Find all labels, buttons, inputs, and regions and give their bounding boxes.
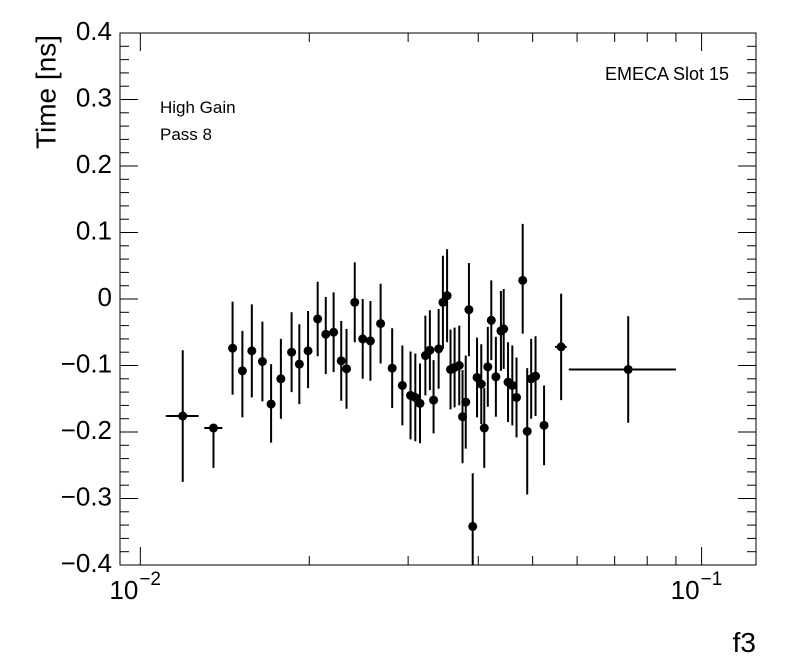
data-point bbox=[512, 392, 522, 402]
x-tick-label-base: 10 bbox=[109, 575, 138, 605]
data-point bbox=[294, 359, 304, 369]
data-point bbox=[266, 399, 276, 409]
data-point bbox=[531, 371, 541, 381]
data-point bbox=[425, 345, 435, 355]
data-point bbox=[434, 344, 444, 354]
data-point bbox=[507, 380, 517, 390]
data-point bbox=[522, 426, 532, 436]
data-point bbox=[313, 314, 323, 324]
data-point bbox=[438, 297, 448, 307]
y-axis-ticks bbox=[120, 32, 756, 566]
data-point bbox=[387, 363, 397, 373]
data-point bbox=[491, 372, 501, 382]
data-point bbox=[178, 411, 188, 421]
data-point bbox=[287, 347, 297, 357]
annotation-gain: High Gain bbox=[160, 98, 236, 117]
y-tick-label: 0.2 bbox=[76, 149, 112, 179]
x-tick-label-exponent: −1 bbox=[701, 569, 723, 590]
data-point bbox=[486, 315, 496, 325]
data-point bbox=[442, 291, 452, 301]
annotation-slot: EMECA Slot 15 bbox=[605, 64, 729, 84]
data-markers bbox=[178, 275, 633, 531]
data-point bbox=[539, 420, 549, 430]
data-point bbox=[342, 364, 352, 374]
annotation-pass: Pass 8 bbox=[160, 125, 212, 144]
data-point bbox=[276, 374, 286, 384]
data-point bbox=[350, 297, 360, 307]
data-point bbox=[499, 324, 509, 334]
data-point bbox=[483, 362, 493, 372]
y-tick-label: −0.1 bbox=[61, 348, 112, 378]
x-axis-title: f3 bbox=[733, 627, 756, 658]
x-axis-ticks bbox=[139, 33, 703, 565]
data-point bbox=[208, 423, 218, 433]
y-tick-label: −0.3 bbox=[61, 481, 112, 511]
y-tick-label: 0.4 bbox=[76, 16, 112, 46]
y-tick-label: 0.1 bbox=[76, 215, 112, 245]
data-point bbox=[303, 346, 313, 356]
data-point bbox=[321, 329, 331, 339]
data-point bbox=[468, 521, 478, 531]
data-point bbox=[454, 361, 464, 370]
x-tick-label-exponent: −2 bbox=[139, 569, 161, 590]
data-point bbox=[247, 346, 257, 356]
y-tick-label: −0.2 bbox=[61, 415, 112, 445]
data-point bbox=[476, 379, 486, 389]
data-point bbox=[365, 336, 375, 346]
data-point bbox=[429, 395, 439, 405]
y-axis-tick-labels: 0.4 0.3 0.2 0.1 0 −0.1 −0.2 −0.3 −0.4 bbox=[61, 16, 112, 578]
y-tick-label: 0.3 bbox=[76, 82, 112, 112]
x-axis-tick-labels: 10 −2 10 −1 bbox=[109, 569, 722, 605]
data-point bbox=[336, 356, 346, 366]
data-point bbox=[257, 357, 267, 367]
y-axis-title: Time [ns] bbox=[30, 35, 61, 149]
data-point bbox=[237, 366, 247, 376]
x-tick-label-base: 10 bbox=[671, 575, 700, 605]
data-point bbox=[397, 380, 407, 390]
data-point bbox=[464, 305, 474, 315]
data-point bbox=[556, 342, 566, 352]
error-bars bbox=[165, 223, 676, 565]
data-point bbox=[472, 372, 482, 382]
y-tick-label: 0 bbox=[98, 282, 112, 312]
data-point bbox=[329, 327, 339, 337]
data-point bbox=[623, 364, 633, 374]
y-tick-label: −0.4 bbox=[61, 548, 112, 578]
data-point bbox=[458, 412, 468, 422]
data-point bbox=[461, 397, 471, 407]
data-point bbox=[415, 398, 425, 408]
data-point bbox=[358, 334, 368, 344]
data-point bbox=[228, 343, 238, 353]
data-point bbox=[479, 423, 489, 433]
data-point bbox=[518, 275, 528, 285]
data-point bbox=[376, 319, 386, 329]
